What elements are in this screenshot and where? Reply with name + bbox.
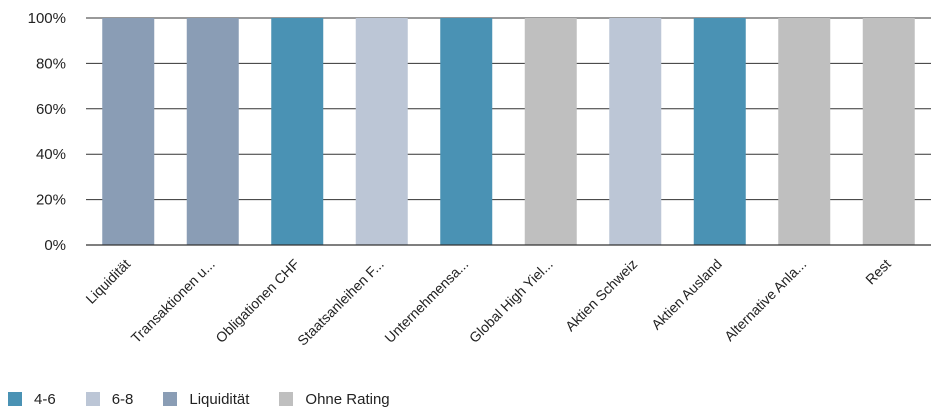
- bar: [862, 18, 915, 245]
- y-tick-label: 20%: [36, 192, 66, 209]
- bar-chart: 0% 20% 40% 60% 80% 100% LiquiditätTransaktione…: [28, 10, 931, 349]
- y-tick-label: 80%: [36, 55, 66, 72]
- x-tick-label: Global High Yiel...: [466, 256, 556, 346]
- bar: [524, 18, 577, 245]
- bar: [693, 18, 746, 245]
- legend-swatch: [85, 392, 100, 406]
- x-tick-label: Obligationen CHF: [212, 256, 302, 346]
- x-tick-label: Liquidität: [82, 256, 133, 307]
- y-tick-label: 0%: [44, 237, 66, 254]
- x-tick-label: Aktien Ausland: [648, 256, 725, 333]
- legend-swatch: [163, 392, 178, 406]
- x-tick-label: Alternative Anla...: [721, 256, 809, 344]
- legend-label: 6-8: [111, 390, 134, 408]
- bar: [186, 18, 239, 245]
- x-tick-label: Unternehmensa...: [381, 256, 471, 346]
- legend-label: Liquidität: [189, 390, 250, 408]
- y-tick-label: 40%: [36, 146, 66, 163]
- bar: [440, 18, 493, 245]
- legend-swatch: [8, 392, 22, 406]
- legend-item: Liquidität: [163, 391, 249, 408]
- legend: 4-6 6-8 Liquidität Ohne Rating: [8, 388, 420, 410]
- x-tick-label: Staatsanleihen F...: [294, 256, 387, 349]
- bar: [271, 18, 324, 245]
- legend-item: 6-8: [85, 390, 134, 408]
- x-tick-label: Aktien Schweiz: [562, 256, 640, 334]
- bars: [102, 18, 915, 245]
- x-tick-label: Rest: [862, 256, 894, 288]
- y-tick-label: 60%: [36, 101, 66, 118]
- legend-swatch: [279, 392, 294, 406]
- legend-label: Ohne Rating: [305, 390, 390, 408]
- legend-item: Ohne Rating: [279, 390, 390, 408]
- bar: [355, 18, 408, 245]
- legend-label: 4-6: [34, 390, 56, 408]
- legend-item: 4-6: [8, 391, 56, 408]
- y-tick-label: 100%: [28, 10, 66, 27]
- bar: [778, 18, 831, 245]
- bar: [609, 18, 662, 245]
- x-tick-label: Transaktionen u...: [128, 256, 218, 346]
- bar: [102, 18, 155, 245]
